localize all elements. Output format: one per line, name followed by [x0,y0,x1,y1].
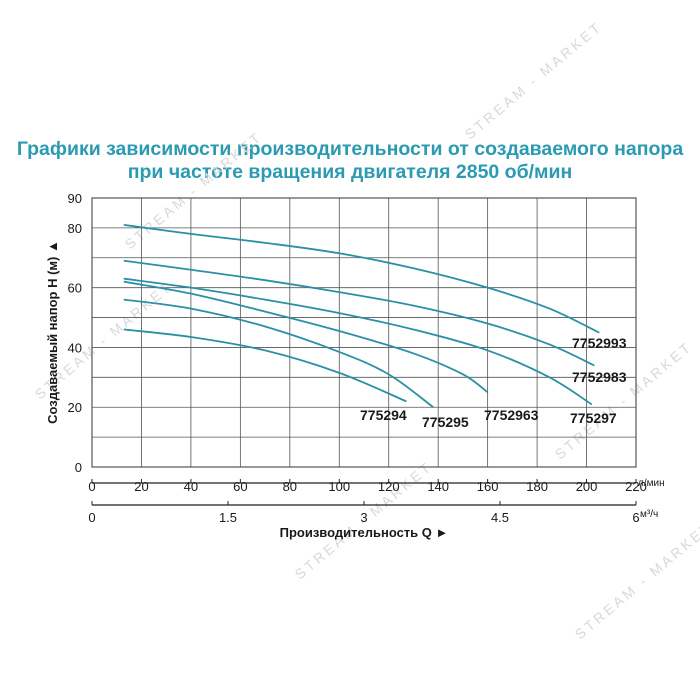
data-point-7752983 [264,279,266,281]
y-tick-label: 40 [68,340,82,355]
data-point-775295 [388,373,390,375]
x-tick-label-m3h: 6 [632,510,639,525]
x-tick-label-lpm: 0 [88,479,95,494]
series-label-775297: 775297 [570,410,617,426]
data-point-7752983 [338,291,340,293]
y-tick-label: 80 [68,221,82,236]
data-point-775297 [590,403,593,405]
x-tick-label-lpm: 200 [576,479,598,494]
series-label-775295: 775295 [422,414,469,430]
series-label-775294: 775294 [360,407,407,423]
series-label-7752963: 7752963 [484,407,539,423]
data-point-7752963 [412,352,415,355]
data-point-775297 [123,278,125,280]
data-point-7752993 [487,287,489,289]
x-axis-title: Производительность Q ► [280,525,449,540]
data-point-775297 [190,287,192,289]
series-line-775294 [124,328,407,403]
x-tick-label-lpm: 100 [328,479,350,494]
watermark-text: STREAM - MARKET [462,18,606,142]
data-point-7752983 [123,260,125,262]
data-point-775294 [123,328,125,331]
data-point-7752993 [548,307,551,310]
x-tick-label-lpm: 40 [184,479,198,494]
data-point-7752963 [462,373,464,375]
data-point-7752963 [190,293,192,295]
plot-frame [91,197,637,468]
x-tick-label-m3h: 0 [88,510,95,525]
x-tick-label-m3h: 3 [360,510,367,525]
data-point-775297 [548,376,551,378]
series-line-775297 [124,277,592,405]
series-label-7752993: 7752993 [572,335,627,351]
x-tick-label-lpm: 80 [283,479,297,494]
data-point-7752993 [190,233,192,235]
series-line-7752963 [123,280,489,394]
series-line-775295 [124,298,434,408]
data-point-7752993 [123,224,125,226]
data-point-775295 [190,307,192,310]
data-point-775297 [412,328,415,331]
data-point-7752993 [412,267,415,269]
data-point-7752983 [412,305,415,307]
data-point-775295 [432,406,434,408]
series-label-7752983: 7752983 [572,369,627,385]
data-point-775297 [264,299,266,301]
data-point-7752963 [123,281,125,283]
x-tick-label-lpm: 20 [134,479,148,494]
x-tick-label-m3h: 4.5 [491,510,509,525]
series-line-7752993 [124,224,600,334]
data-point-7752983 [593,364,595,366]
data-point-7752963 [264,310,266,313]
data-point-7752993 [598,331,600,334]
data-point-775294 [338,372,340,374]
x-tick-label-lpm: 220 [625,479,647,494]
watermark-text: STREAM - MARKET [572,518,700,642]
x-unit-m3h: м³/ч [640,509,658,520]
x-tick-label-m3h: 1.5 [219,510,237,525]
data-point-775294 [190,336,192,338]
x-tick-label-lpm: 120 [378,479,400,494]
y-tick-label: 0 [75,460,82,475]
watermark-text: STREAM - MARKET [552,338,696,462]
data-point-7752963 [338,330,340,332]
data-point-7752983 [190,269,192,271]
chart-title-line-2: при частоте вращения двигателя 2850 об/м… [127,161,573,183]
chart-title-line-1: Графики зависимости производительности о… [16,138,684,160]
data-point-7752983 [548,343,551,346]
data-point-775295 [123,299,125,301]
y-tick-label: 20 [68,400,82,415]
x-tick-label-lpm: 180 [526,479,548,494]
data-point-775295 [264,325,266,328]
x-tick-label-lpm: 160 [477,479,499,494]
data-point-7752993 [338,252,340,254]
data-point-7752963 [487,391,489,393]
data-point-775297 [487,349,489,352]
data-point-7752983 [487,322,489,325]
data-point-775294 [264,349,266,352]
data-point-775295 [338,351,340,353]
y-tick-label: 90 [68,191,82,206]
y-axis-title: Создаваемый напор Н (м) ▲ [45,240,60,424]
x-tick-label-lpm: 140 [427,479,449,494]
data-point-775297 [338,312,340,314]
x-unit-lpm: л/мин [638,478,665,489]
y-tick-label: 60 [68,281,82,296]
series-line-7752983 [124,259,595,367]
data-point-775294 [405,400,407,402]
data-point-7752993 [264,242,266,244]
x-tick-label-lpm: 60 [233,479,247,494]
